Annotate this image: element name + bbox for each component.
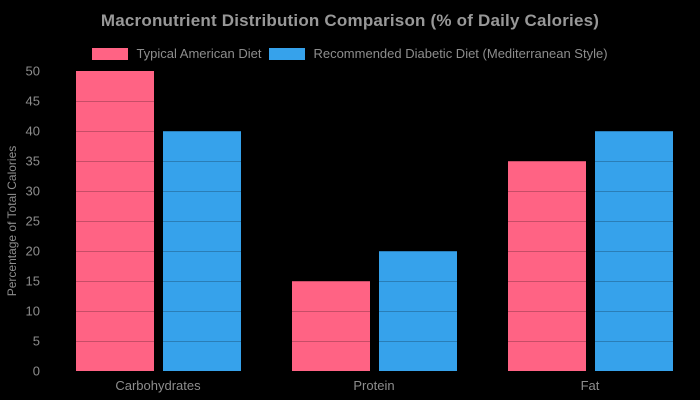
bar-protein-recommended-diabetic-diet-mediterranean-style[interactable] [378,251,457,371]
x-axis-labels: Carbohydrates Protein Fat [50,378,698,393]
legend-swatch-icon [92,47,129,60]
chart-title: Macronutrient Distribution Comparison (%… [100,11,600,30]
legend-item-0[interactable]: Typical American Diet [92,46,261,61]
legend: Typical American Diet Recommended Diabeti… [0,46,700,61]
x-label-carbohydrates: Carbohydrates [115,378,201,393]
y-tick-label: 15 [25,273,40,289]
y-tick-label: 30 [25,183,40,199]
legend-swatch-icon [269,47,306,60]
bar-carbohydrates-recommended-diabetic-diet-mediterranean-style[interactable] [162,131,241,371]
legend-label: Typical American Diet [136,46,262,61]
legend-label: Recommended Diabetic Diet (Mediterranean… [313,46,608,61]
x-label-protein: Protein [353,378,395,393]
bar-groups [50,71,698,371]
y-tick-label: 0 [32,363,40,379]
y-tick-label: 10 [25,303,40,319]
x-label-fat: Fat [580,378,600,393]
bar-group-fat [482,71,698,371]
bar-fat-typical-american-diet[interactable] [507,161,586,371]
bar-group-carbohydrates [50,71,266,371]
y-tick-label: 40 [25,123,40,139]
y-tick-label: 45 [25,93,40,109]
plot-area [50,71,698,371]
y-axis-ticks: 0 5 10 15 20 25 30 35 40 45 50 [0,64,41,379]
y-tick-label: 20 [25,243,40,259]
y-tick-label: 5 [32,333,40,349]
bar-carbohydrates-typical-american-diet[interactable] [75,71,154,371]
legend-item-1[interactable]: Recommended Diabetic Diet (Mediterranean… [269,46,608,61]
y-tick-label: 50 [25,63,40,79]
y-tick-label: 25 [25,213,40,229]
bar-protein-typical-american-diet[interactable] [291,281,370,371]
y-tick-label: 35 [25,153,40,169]
bar-fat-recommended-diabetic-diet-mediterranean-style[interactable] [594,131,673,371]
bar-group-protein [266,71,482,371]
